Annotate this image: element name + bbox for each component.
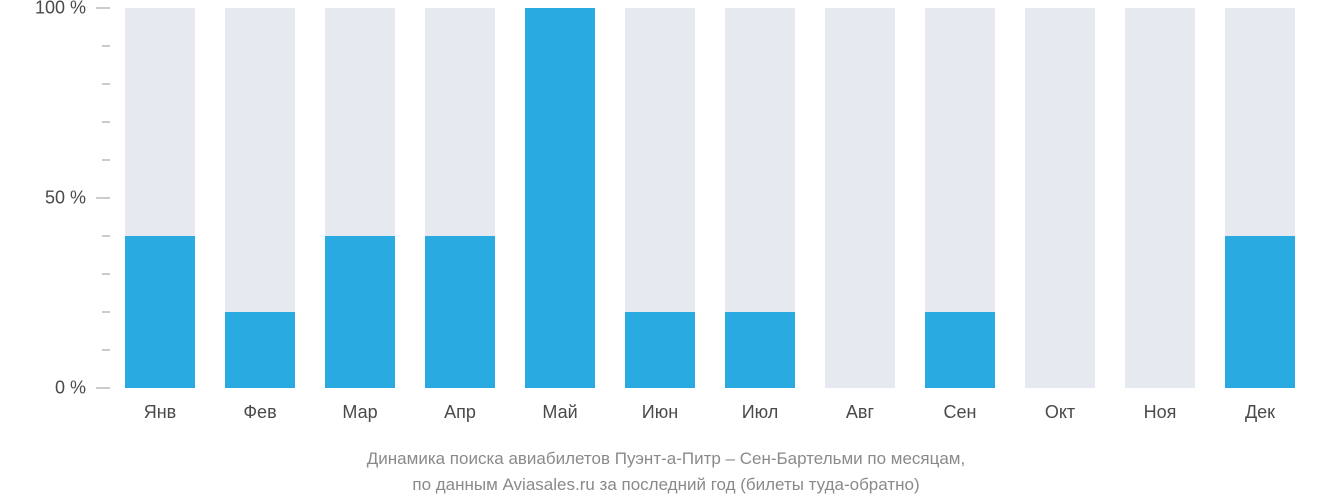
bar-value [325,236,395,388]
x-axis-label: Дек [1245,402,1275,423]
bar-slot: Окт [1025,8,1095,388]
bar-value [725,312,795,388]
y-tick-label: 0 % [55,378,86,399]
bar-value [625,312,695,388]
bar-slot: Май [525,8,595,388]
y-tick-mark [96,388,110,389]
y-tick-label: 100 % [35,0,86,19]
y-tick-minor [102,46,110,47]
bar-value [925,312,995,388]
y-tick-minor [102,122,110,123]
bar-slot: Авг [825,8,895,388]
y-tick-major: 50 % [45,188,110,209]
bar-background [825,8,895,388]
x-axis-label: Апр [444,402,476,423]
bar-slot: Дек [1225,8,1295,388]
bar-value [425,236,495,388]
bar-value [225,312,295,388]
y-tick-minor [102,160,110,161]
bar-slot: Июн [625,8,695,388]
bar-value [125,236,195,388]
x-axis-label: Май [542,402,577,423]
y-axis: 0 %50 %100 % [0,8,110,388]
bar-slot: Фев [225,8,295,388]
y-tick-minor [102,312,110,313]
y-tick-major: 100 % [35,0,110,19]
chart: 0 %50 %100 % ЯнвФевМарАпрМайИюнИюлАвгСен… [0,0,1332,430]
bar-value [525,8,595,388]
bar-slot: Апр [425,8,495,388]
bar-value [1225,236,1295,388]
x-axis-label: Авг [846,402,874,423]
y-tick-mark [96,8,110,9]
x-axis-label: Мар [342,402,377,423]
bar-slot: Сен [925,8,995,388]
plot-area: Янв Фев Мар Апр Май Июн Июл Авг Сен Окт Ноя Дек [110,8,1310,388]
y-tick-minor [102,236,110,237]
y-tick-mark [96,198,110,199]
y-tick-minor [102,274,110,275]
bar-background [1125,8,1195,388]
y-tick-minor [102,84,110,85]
y-tick-major: 0 % [55,378,110,399]
bar-background [1025,8,1095,388]
bar-slot: Мар [325,8,395,388]
x-axis-label: Ноя [1144,402,1177,423]
x-axis-label: Июл [742,402,779,423]
bar-slot: Июл [725,8,795,388]
x-axis-label: Окт [1045,402,1075,423]
x-axis-label: Янв [144,402,177,423]
x-axis-label: Июн [642,402,678,423]
chart-caption: Динамика поиска авиабилетов Пуэнт-а-Питр… [0,446,1332,497]
caption-line-1: Динамика поиска авиабилетов Пуэнт-а-Питр… [0,446,1332,472]
x-axis-label: Сен [944,402,977,423]
y-tick-minor [102,350,110,351]
caption-line-2: по данным Aviasales.ru за последний год … [0,472,1332,498]
y-tick-label: 50 % [45,188,86,209]
bar-slot: Янв [125,8,195,388]
bar-slot: Ноя [1125,8,1195,388]
x-axis-label: Фев [243,402,276,423]
